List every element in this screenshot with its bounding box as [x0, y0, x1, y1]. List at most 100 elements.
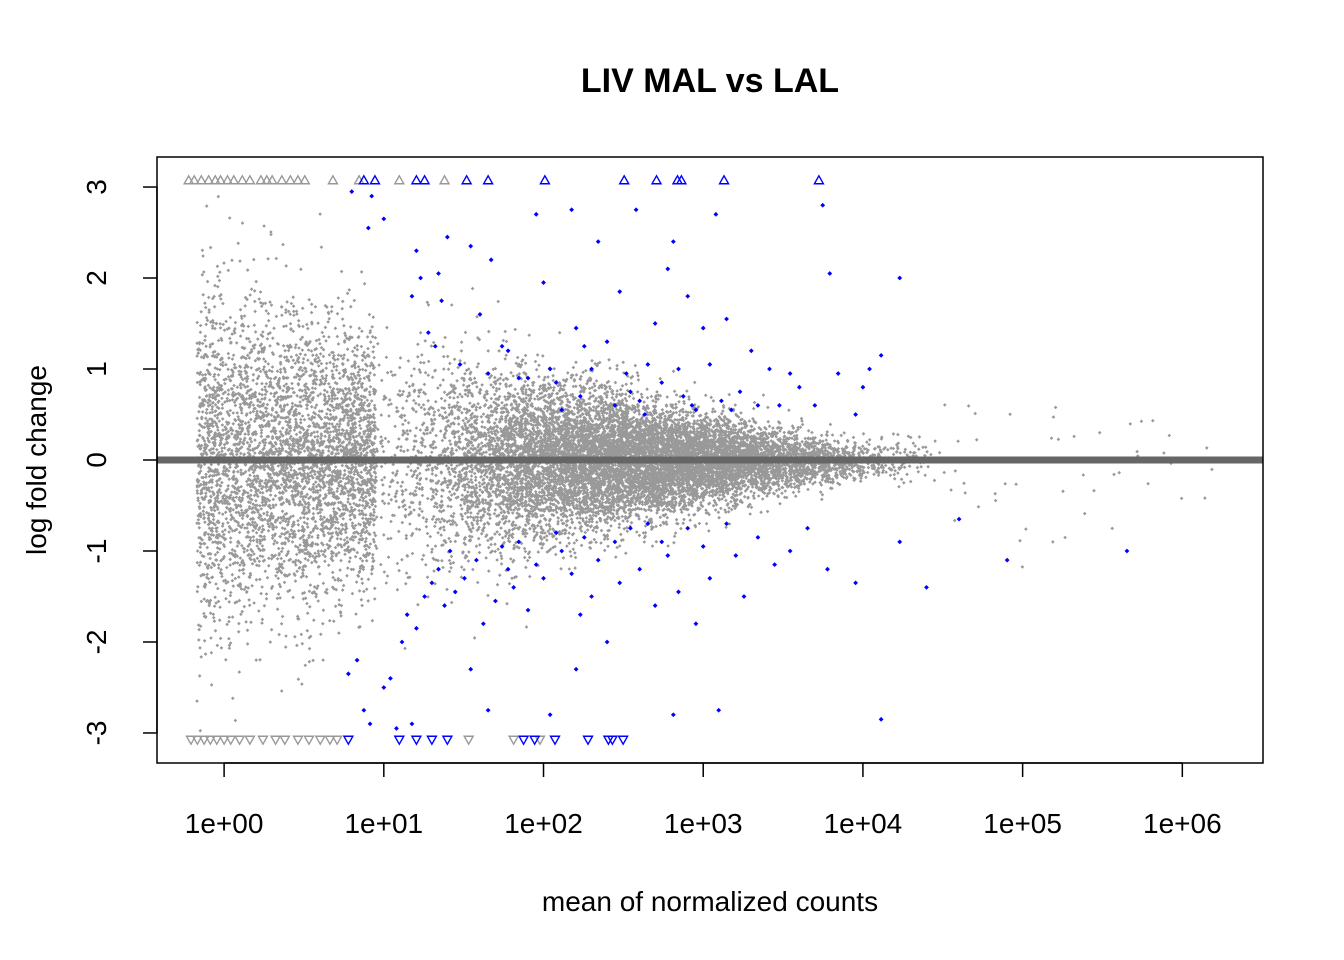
significant-gene-point [525, 607, 531, 613]
clipped-low-triangle [528, 735, 541, 746]
significant-gene-point [553, 380, 559, 386]
significant-gene-point [645, 362, 651, 367]
significant-gene-point [787, 371, 793, 376]
significant-gene-point [361, 707, 367, 713]
significant-gene-point [399, 639, 405, 645]
significant-gene-point [516, 539, 522, 545]
significant-gene-point [642, 412, 648, 417]
significant-gene-point [713, 211, 719, 217]
significant-gene-point [418, 275, 424, 281]
significant-gene-point [685, 293, 691, 299]
significant-gene-point [349, 189, 355, 194]
significant-gene-point [480, 621, 486, 627]
clipped-low-triangle [517, 735, 530, 746]
clipped-high-triangle [718, 174, 730, 185]
clipped-high-triangle [460, 174, 473, 185]
significant-gene-point [569, 207, 575, 213]
significant-gene-point [442, 603, 447, 608]
clipped-low-triangle [342, 735, 355, 746]
significant-gene-point [1124, 548, 1130, 554]
significant-gene-point [474, 557, 479, 563]
clipped-low-triangle [292, 735, 304, 746]
clipped-high-triangle [369, 174, 381, 185]
significant-gene-point [604, 339, 610, 345]
clipped-low-triangle [185, 735, 197, 746]
significant-gene-point [394, 726, 399, 731]
significant-gene-point [404, 612, 410, 618]
significant-gene-point [956, 516, 962, 522]
significant-gene-point [676, 589, 681, 595]
clipped-high-triangle [221, 174, 234, 185]
x-tick-label: 1e+03 [664, 808, 743, 839]
significant-gene-point [525, 375, 531, 381]
clipped-high-triangle [236, 174, 249, 185]
nonsignificant-gene-points [195, 194, 1214, 733]
significant-gene-point [825, 566, 830, 572]
significant-gene-point [755, 403, 761, 408]
significant-gene-point [381, 216, 387, 222]
significant-gene-point [853, 412, 859, 417]
significant-gene-point [547, 366, 553, 372]
clipped-low-triangle [410, 735, 423, 746]
significant-gene-point [645, 521, 651, 527]
significant-gene-point [787, 548, 793, 554]
clipped-high-triangle [202, 174, 215, 185]
significant-gene-point [493, 598, 498, 604]
significant-gene-point [897, 539, 903, 545]
significant-gene-point [716, 707, 722, 713]
significant-gene-point [835, 371, 841, 376]
clipped-high-triangle [266, 174, 278, 185]
significant-gene-point [693, 621, 699, 627]
significant-gene-point [499, 544, 505, 549]
significant-gene-point [447, 548, 453, 554]
y-axis: -3 -2 -1 0 1 2 3 [81, 179, 158, 746]
clipped-high-triangle [539, 174, 551, 185]
significant-gene-point [628, 525, 633, 531]
clipped-low-triangle [303, 735, 315, 746]
clipped-high-triangle [195, 174, 208, 185]
significant-gene-point [595, 239, 601, 245]
significant-gene-point [665, 266, 671, 272]
y-tick-label: 1 [81, 361, 112, 377]
significant-gene-point [853, 580, 859, 586]
significant-gene-point [796, 384, 802, 390]
clipped-low-triangle [244, 735, 256, 746]
clipped-low-triangle [269, 735, 282, 746]
significant-gene-point [577, 393, 583, 399]
significant-gene-point [541, 280, 546, 285]
x-tick-label: 1e+00 [185, 808, 264, 839]
clipped-low-triangle [534, 735, 546, 746]
significant-gene-point [462, 575, 467, 581]
clipped-low-triangle [331, 735, 343, 746]
y-tick-label: -2 [81, 630, 112, 655]
significant-gene-point [700, 544, 706, 549]
clipped-high-triangle [276, 174, 288, 185]
significant-gene-point [409, 721, 415, 727]
significant-gene-point [425, 330, 431, 336]
significant-gene-point [505, 348, 511, 354]
clipped-high-triangle [228, 174, 240, 185]
significant-gene-point [719, 398, 724, 404]
significant-gene-point [468, 666, 474, 672]
clipped-high-triangle [410, 174, 423, 185]
significant-gene-point [573, 666, 579, 672]
significant-gene-point [354, 657, 360, 663]
clipped-high-triangle [482, 174, 494, 185]
significant-gene-point [533, 211, 539, 217]
clipped-low-triangle [191, 735, 204, 746]
clipped-high-triangle [675, 174, 688, 185]
significant-gene-point [604, 639, 610, 645]
clipped-high-triangle [214, 174, 227, 185]
clipped-high-triangle [327, 174, 339, 185]
clipped-low-triangle [426, 735, 438, 746]
y-tick-label: -3 [81, 721, 112, 746]
significant-gene-point [724, 316, 729, 322]
significant-gene-point [689, 403, 695, 408]
clipped-high-triangle [299, 174, 311, 185]
clipped-low-triangle [314, 735, 326, 746]
significant-gene-point [670, 712, 676, 718]
significant-gene-point [820, 202, 826, 208]
clipped-low-triangle [233, 735, 246, 746]
significant-gene-point [670, 239, 676, 245]
